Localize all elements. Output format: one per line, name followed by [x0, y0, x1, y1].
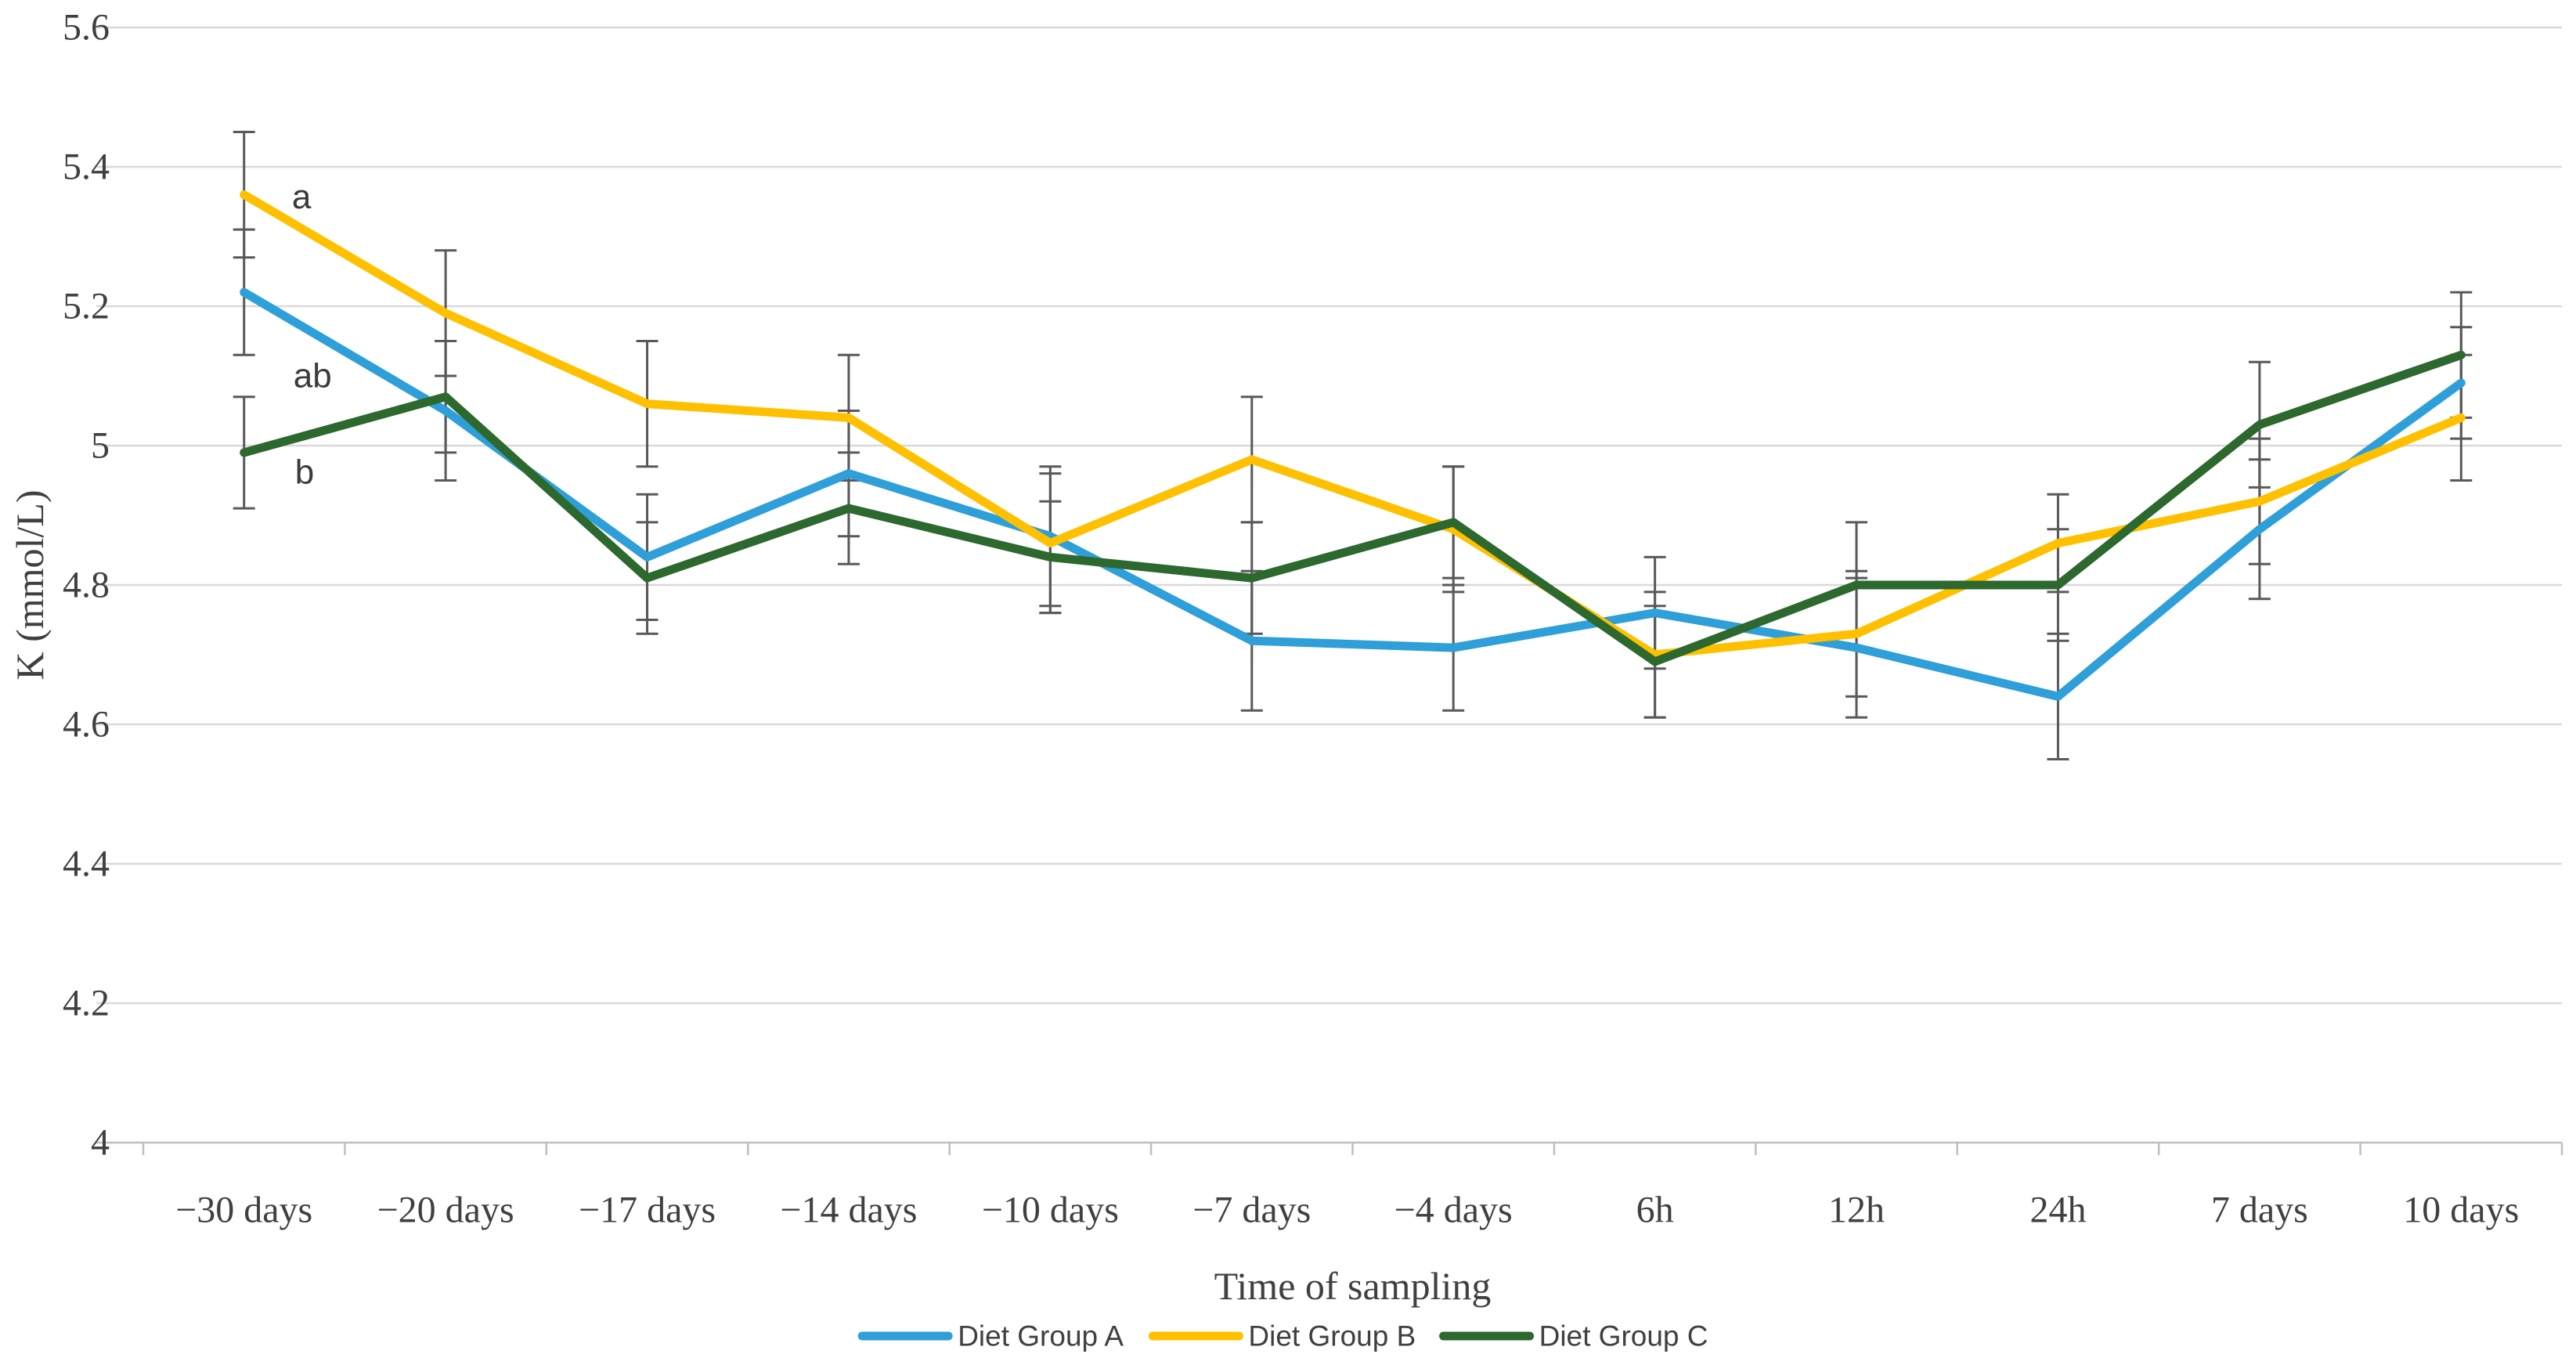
- x-tick-label: −14 days: [780, 1190, 917, 1231]
- y-tick-label: 5.6: [63, 7, 110, 49]
- significance-annotation: ab: [294, 357, 332, 395]
- series-line-diet-group-c: [240, 350, 2466, 666]
- x-tick-label: 6h: [1636, 1190, 1674, 1231]
- y-tick-label: 4.4: [63, 843, 110, 885]
- significance-annotation: a: [292, 178, 312, 216]
- legend-label: Diet Group A: [958, 1320, 1124, 1352]
- x-tick-label: −10 days: [982, 1190, 1119, 1231]
- y-tick-label: 4.6: [63, 704, 110, 746]
- legend-label: Diet Group C: [1539, 1320, 1708, 1352]
- y-tick-label: 5.2: [63, 286, 110, 327]
- y-tick-label: 4.2: [63, 983, 110, 1024]
- x-tick-label: 10 days: [2403, 1190, 2519, 1231]
- x-tick-label: −30 days: [175, 1190, 312, 1231]
- y-axis-title: K (mmol/L): [8, 489, 52, 680]
- y-tick-label: 5.4: [63, 146, 110, 188]
- x-tick-label: 12h: [1828, 1190, 1885, 1231]
- legend-item: Diet Group C: [1439, 1320, 1708, 1352]
- series-line-diet-group-b: [240, 190, 2466, 659]
- y-tick-label: 4: [91, 1122, 110, 1164]
- x-tick-label: −7 days: [1192, 1190, 1311, 1231]
- y-tick-label: 4.8: [63, 565, 110, 606]
- x-tick-label: −4 days: [1394, 1190, 1513, 1231]
- legend-item: Diet Group A: [857, 1320, 1124, 1352]
- x-tick-label: −20 days: [377, 1190, 514, 1231]
- y-tick-label: 5: [91, 425, 110, 467]
- legend-label: Diet Group B: [1248, 1320, 1416, 1352]
- x-tick-label: 7 days: [2211, 1190, 2308, 1231]
- x-tick-label: −17 days: [579, 1190, 716, 1231]
- series-line-diet-group-a: [240, 287, 2466, 701]
- x-axis-title: Time of sampling: [1214, 1264, 1492, 1308]
- significance-annotation: b: [295, 453, 314, 491]
- x-tick-label: 24h: [2029, 1190, 2086, 1231]
- legend-item: Diet Group B: [1148, 1320, 1416, 1352]
